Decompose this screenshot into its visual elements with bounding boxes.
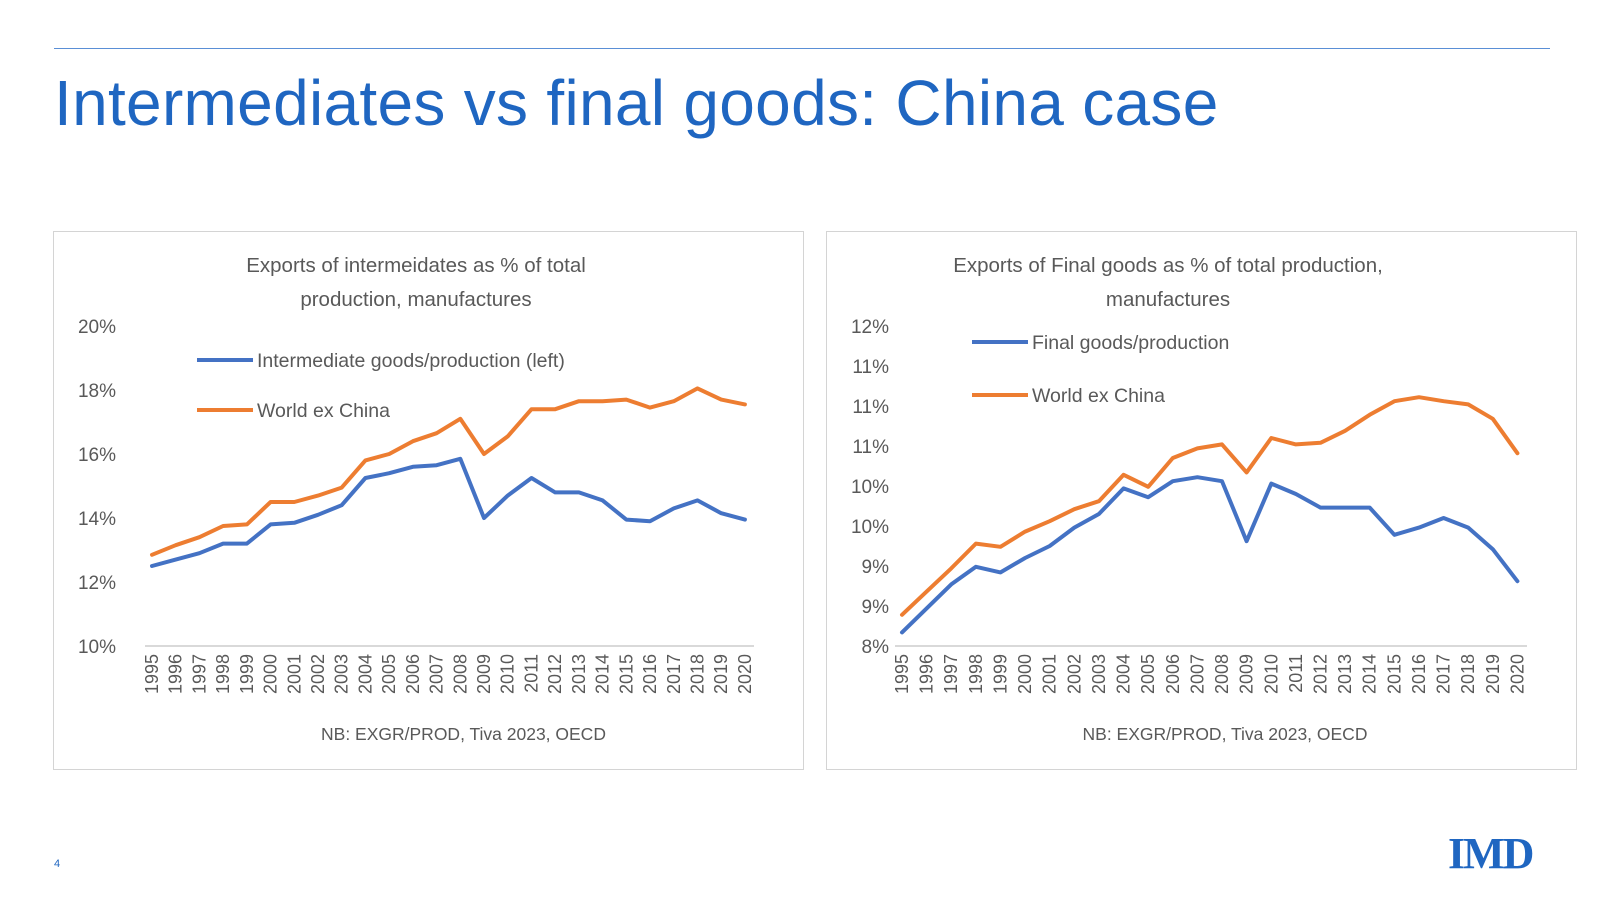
y-tick-label: 12% — [78, 573, 116, 594]
x-tick-label: 2012 — [545, 654, 565, 694]
x-tick-label: 2005 — [1138, 654, 1158, 694]
x-tick-label: 2013 — [569, 654, 589, 694]
x-tick-label: 2017 — [1434, 654, 1454, 694]
y-tick-label: 14% — [78, 509, 116, 530]
x-tick-label: 2002 — [308, 654, 328, 694]
x-tick-label: 2007 — [427, 654, 447, 694]
x-tick-label: 2016 — [640, 654, 660, 694]
x-tick-label: 2003 — [1089, 654, 1109, 694]
legend-label: World ex China — [257, 400, 390, 422]
series-line-world-ex-china — [150, 386, 747, 557]
x-tick-label: 2006 — [1163, 654, 1183, 694]
series-line-china — [150, 456, 747, 568]
x-tick-label: 1998 — [966, 654, 986, 694]
x-tick-label: 2008 — [1212, 654, 1232, 694]
x-tick-label: 2001 — [1040, 654, 1060, 694]
x-tick-label: 1995 — [142, 654, 162, 694]
y-tick-label: 11% — [852, 357, 889, 378]
legend-label: Intermediate goods/production (left) — [257, 350, 565, 372]
y-tick-label: 9% — [862, 597, 890, 618]
x-tick-label: 2014 — [593, 654, 613, 694]
x-tick-label: 2003 — [332, 654, 352, 694]
legend-label: Final goods/production — [1032, 332, 1229, 354]
x-tick-label: 2019 — [1483, 654, 1503, 694]
source-note: NB: EXGR/PROD, Tiva 2023, OECD — [321, 724, 606, 744]
y-tick-label: 8% — [862, 637, 890, 658]
x-tick-label: 2010 — [498, 654, 518, 694]
x-tick-label: 1995 — [892, 654, 912, 694]
x-tick-label: 1999 — [237, 654, 257, 694]
x-tick-label: 2000 — [261, 654, 281, 694]
y-tick-label: 12% — [851, 317, 889, 338]
y-tick-label: 20% — [78, 317, 116, 338]
imd-logo: IMD — [1448, 830, 1535, 876]
intermediates-chart: Exports of intermeidates as % of total pr… — [78, 254, 755, 744]
x-tick-label: 2011 — [521, 654, 541, 693]
x-tick-label: 2015 — [1384, 654, 1404, 694]
x-tick-label: 1996 — [917, 654, 937, 694]
x-tick-label: 2012 — [1310, 654, 1330, 694]
final-goods-chart-panel: Exports of Final goods as % of total pro… — [826, 231, 1577, 770]
x-tick-label: 2006 — [403, 654, 423, 694]
legend-label: World ex China — [1032, 385, 1165, 407]
y-tick-label: 11% — [852, 437, 889, 458]
x-tick-label: 2004 — [355, 654, 375, 694]
x-tick-label: 2005 — [379, 654, 399, 694]
x-tick-label: 2011 — [1286, 654, 1306, 693]
source-note: NB: EXGR/PROD, Tiva 2023, OECD — [1083, 724, 1368, 744]
x-tick-label: 2017 — [664, 654, 684, 694]
x-tick-label: 1997 — [941, 654, 961, 694]
x-tick-label: 1996 — [166, 654, 186, 694]
chart-title-line: Exports of Final goods as % of total pro… — [953, 254, 1383, 277]
page-number: 4 — [54, 858, 61, 870]
y-tick-label: 10% — [851, 517, 889, 538]
x-tick-label: 2010 — [1261, 654, 1281, 694]
x-tick-label: 2015 — [616, 654, 636, 694]
slide-title: Intermediates vs final goods: China case — [54, 67, 1219, 139]
chart-title-line: manufactures — [1106, 288, 1230, 311]
x-tick-label: 2020 — [735, 654, 755, 694]
x-tick-label: 2020 — [1507, 654, 1527, 694]
x-tick-label: 2019 — [711, 654, 731, 694]
chart-title-line: production, manufactures — [300, 288, 531, 311]
x-tick-label: 2013 — [1335, 654, 1355, 694]
x-tick-label: 2009 — [474, 654, 494, 694]
y-tick-label: 18% — [78, 381, 116, 402]
final-goods-chart: Exports of Final goods as % of total pro… — [851, 254, 1527, 744]
x-tick-label: 2018 — [687, 654, 707, 694]
x-tick-label: 1999 — [990, 654, 1010, 694]
x-tick-label: 2014 — [1360, 654, 1380, 694]
x-tick-label: 1998 — [213, 654, 233, 694]
x-tick-label: 2009 — [1237, 654, 1257, 694]
x-tick-label: 2002 — [1064, 654, 1084, 694]
y-tick-label: 11% — [852, 397, 889, 418]
x-tick-label: 2016 — [1409, 654, 1429, 694]
x-tick-label: 2004 — [1114, 654, 1134, 694]
series-line-china — [900, 475, 1520, 635]
x-tick-label: 2007 — [1187, 654, 1207, 694]
y-tick-label: 9% — [862, 557, 890, 578]
x-tick-label: 2008 — [450, 654, 470, 694]
x-tick-label: 1997 — [189, 654, 209, 694]
y-tick-label: 16% — [78, 445, 116, 466]
series-line-world-ex-china — [900, 395, 1520, 617]
imd-logo-text: IMD — [1448, 830, 1533, 876]
top-divider — [54, 48, 1550, 49]
chart-title-line: Exports of intermeidates as % of total — [246, 254, 586, 277]
y-tick-label: 10% — [851, 477, 889, 498]
x-tick-label: 2000 — [1015, 654, 1035, 694]
x-tick-label: 2001 — [284, 654, 304, 694]
y-tick-label: 10% — [78, 637, 116, 658]
intermediates-chart-panel: Exports of intermeidates as % of total pr… — [53, 231, 804, 770]
x-tick-label: 2018 — [1458, 654, 1478, 694]
